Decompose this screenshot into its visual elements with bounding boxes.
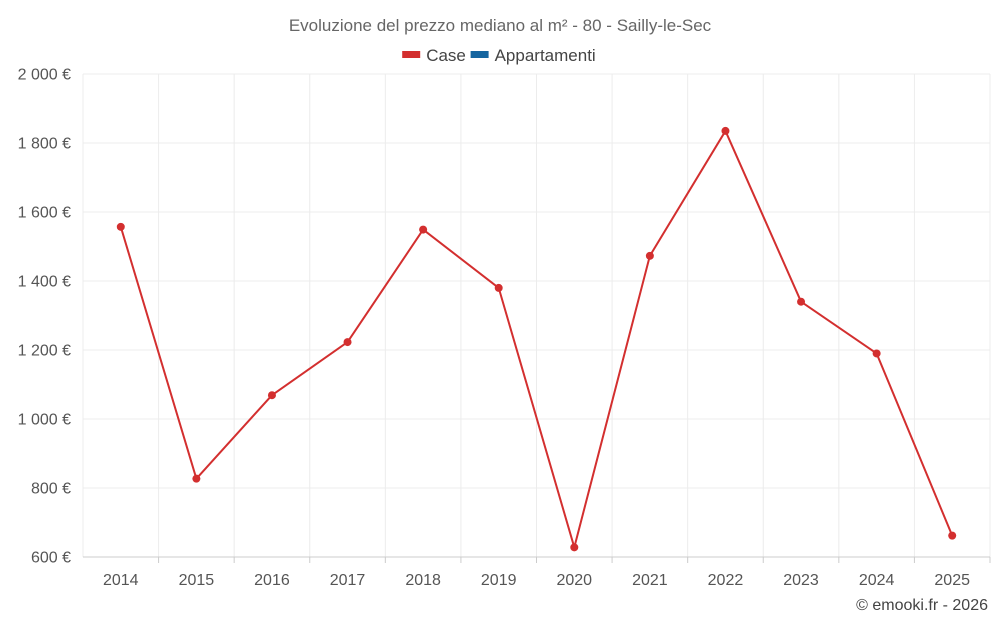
y-tick-label: 1 400 € xyxy=(18,274,71,291)
x-tick-label: 2023 xyxy=(783,572,819,589)
data-point[interactable] xyxy=(343,338,352,347)
data-point[interactable] xyxy=(116,222,125,231)
legend: Case Appartamenti xyxy=(402,46,596,65)
data-point[interactable] xyxy=(645,251,654,260)
x-tick-label: 2024 xyxy=(859,572,895,589)
credit-text: © emooki.fr - 2026 xyxy=(856,597,988,614)
x-tick-label: 2019 xyxy=(481,572,517,589)
legend-label: Case xyxy=(426,46,466,65)
chart-title: Evoluzione del prezzo mediano al m² - 80… xyxy=(289,16,712,35)
x-tick-label: 2017 xyxy=(330,572,366,589)
data-point[interactable] xyxy=(494,283,503,292)
x-tick-label: 2014 xyxy=(103,572,139,589)
grid xyxy=(82,73,991,557)
y-tick-label: 1 200 € xyxy=(18,343,71,360)
x-tick-label: 2015 xyxy=(179,572,215,589)
data-point[interactable] xyxy=(948,531,957,540)
x-tick-label: 2022 xyxy=(708,572,744,589)
data-point[interactable] xyxy=(419,225,428,234)
x-tick-label: 2020 xyxy=(556,572,592,589)
legend-item-case[interactable]: Case xyxy=(402,46,466,65)
y-tick-label: 1 800 € xyxy=(18,136,71,153)
x-tick-label: 2021 xyxy=(632,572,668,589)
y-tick-label: 1 000 € xyxy=(18,412,71,429)
legend-swatch xyxy=(402,51,421,58)
data-point[interactable] xyxy=(797,297,806,306)
y-tick-label: 1 600 € xyxy=(18,205,71,222)
x-tick-label: 2025 xyxy=(934,572,970,589)
data-point[interactable] xyxy=(721,126,730,135)
y-tick-label: 600 € xyxy=(31,550,71,567)
series-layer xyxy=(116,126,957,552)
legend-label: Appartamenti xyxy=(495,46,596,65)
x-tick-label: 2016 xyxy=(254,572,290,589)
y-tick-label: 800 € xyxy=(31,481,71,498)
data-point[interactable] xyxy=(192,474,201,483)
data-point[interactable] xyxy=(267,391,276,400)
legend-swatch xyxy=(470,51,489,58)
x-tick-label: 2018 xyxy=(405,572,441,589)
axes: 600 € 800 € 1 000 € 1 200 € 1 400 € 1 600 € 1 … xyxy=(18,67,991,589)
data-point[interactable] xyxy=(872,349,881,358)
legend-item-appartamenti[interactable]: Appartamenti xyxy=(470,46,596,65)
series-line-case xyxy=(119,129,954,549)
data-point[interactable] xyxy=(570,543,579,552)
y-tick-label: 2 000 € xyxy=(18,67,71,84)
